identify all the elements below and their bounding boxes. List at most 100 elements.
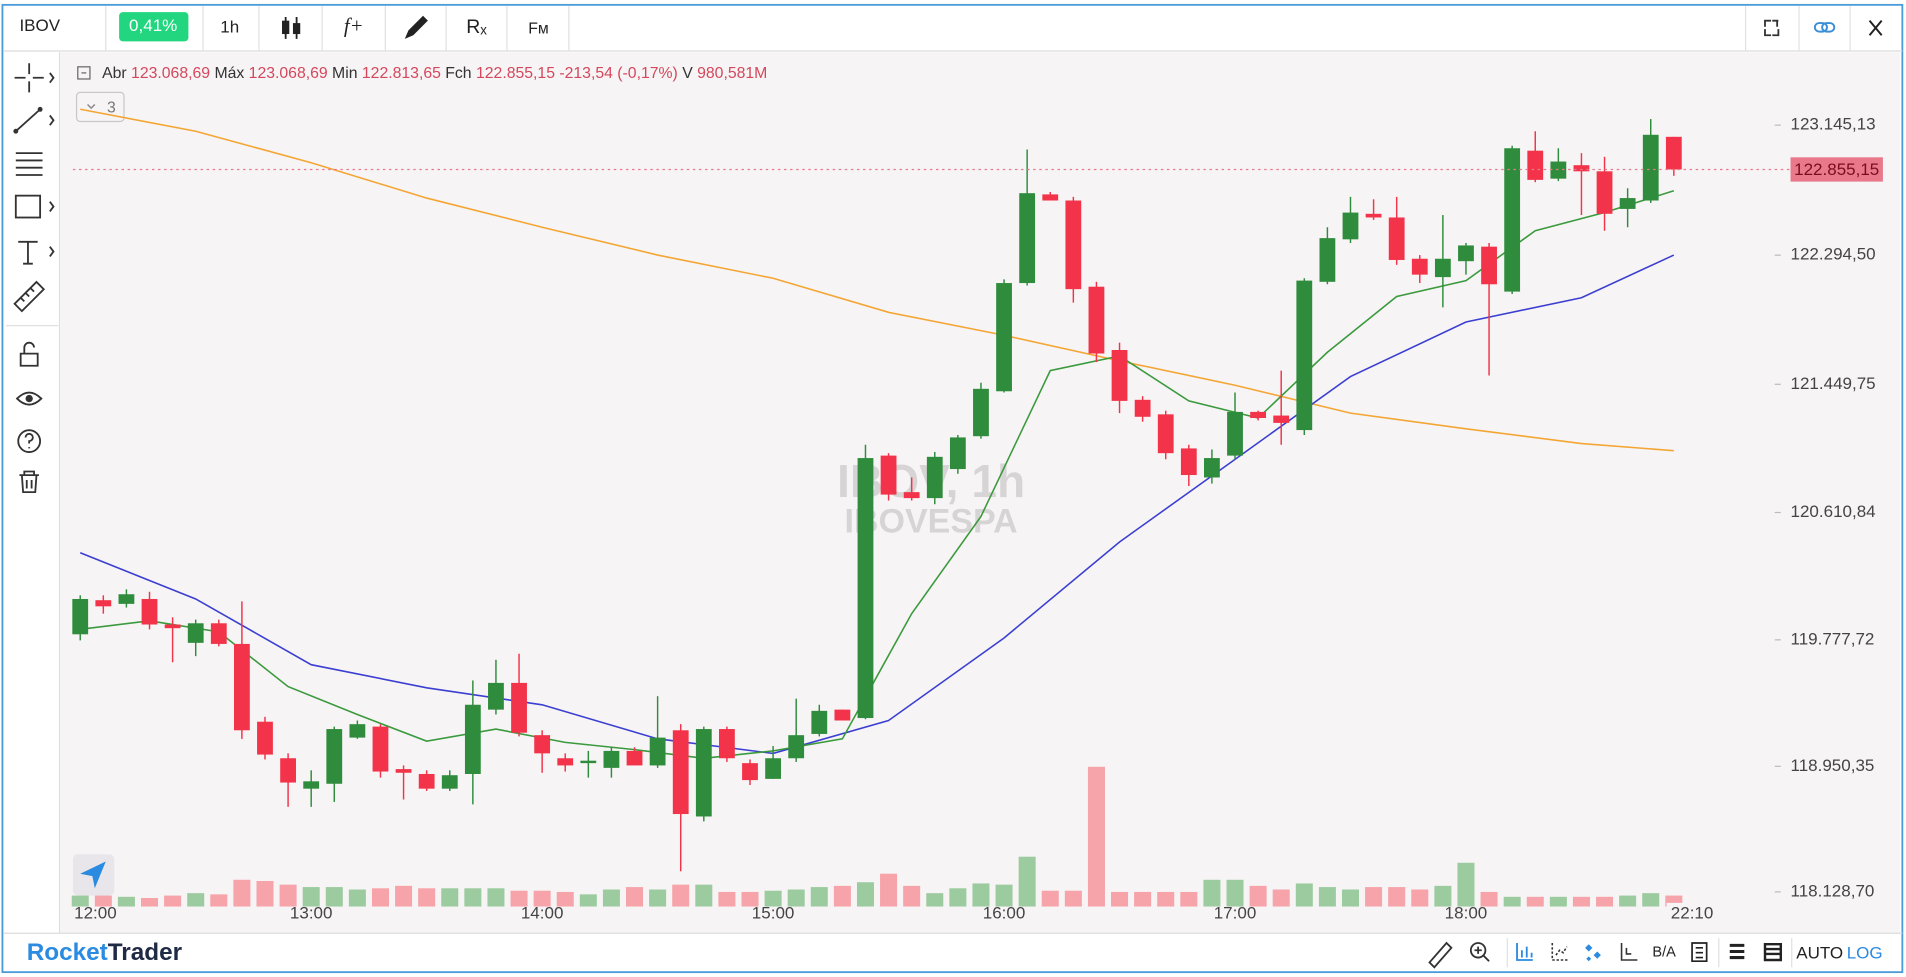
collapse-button[interactable] [77,66,91,80]
volume-bar [233,879,251,907]
measure-button[interactable] [1428,941,1453,969]
fib-tool[interactable] [15,152,43,176]
volume-bar [1134,891,1152,907]
zoom-button[interactable] [1469,942,1487,959]
candle-body [880,455,897,495]
candle-body [626,750,643,766]
volume-bar [395,885,413,907]
volume-toggle[interactable] [1516,942,1533,961]
candle-body [1296,280,1313,431]
volume-bar [71,895,89,907]
x-tick-label: 17:00 [1214,903,1257,922]
volume-bar [256,881,274,907]
candle-body [118,594,135,604]
frame [1,3,1904,974]
link-button[interactable] [1813,22,1836,33]
candle-body [1065,200,1082,290]
volume-bar [649,889,667,907]
fm-button[interactable]: Fᴍ [528,20,549,37]
delete-button[interactable] [19,470,39,494]
volume-bar [1341,889,1359,907]
layout-button[interactable] [1729,943,1745,960]
candle-body [580,760,597,764]
candle-body [1250,411,1267,419]
crosshair-tool[interactable] [14,63,44,93]
line-tool[interactable] [15,108,41,132]
volume-bar [1572,896,1590,907]
volume-bar [117,896,135,907]
chevron [49,201,55,212]
volume-bar [810,887,828,907]
candle-body [695,729,712,817]
axis-toggle[interactable] [1620,942,1638,961]
fullscreen-button[interactable] [1764,19,1780,37]
brand: RocketTrader [27,939,183,966]
volume-bar [1041,890,1059,907]
candle-body [1019,193,1036,284]
pattern-toggle[interactable] [1585,944,1601,962]
volume-bar [1365,887,1383,907]
close-button[interactable] [1868,20,1883,36]
candle-body [1550,161,1567,179]
change-badge [119,12,189,42]
time-marker: 22:10 [1671,903,1714,922]
help-button[interactable] [17,429,42,453]
ba-button[interactable]: B/A [1652,945,1676,961]
draw-button[interactable] [404,15,428,39]
candle-body [464,704,481,774]
candle-body [1642,134,1659,201]
interval-button[interactable]: 1h [220,17,239,36]
volume-bar [579,894,597,907]
volume-bar [1249,885,1267,907]
visibility-button[interactable] [15,391,43,406]
indicators-toggle[interactable] [75,91,125,123]
candle-body [557,758,574,766]
candle-body [857,458,874,719]
x-tick-label: 13:00 [290,903,333,922]
volume-bar [533,890,551,907]
volume-bar [1503,896,1521,907]
candle-body [395,769,412,773]
y-tick-label: 119.777,72 [1791,629,1875,648]
scatter-toggle[interactable] [1551,942,1569,961]
volume-bar [1434,885,1452,907]
table-button[interactable] [1763,942,1783,962]
legend-value: 122.855,15 [476,65,555,82]
candle-body [1504,148,1521,292]
last-price-label: 122.855,15 [1794,160,1879,179]
candle-body [719,729,735,759]
ruler-tool[interactable] [13,280,46,313]
candle-body [603,750,620,768]
candle-body [488,682,504,710]
volume-bar [1642,893,1660,907]
shape-tool[interactable] [14,194,42,219]
auto-scale-button[interactable]: AUTO [1796,943,1843,962]
icon [37,106,43,112]
brand-part: Trader [108,939,183,966]
volume-bar [787,889,805,907]
candle-body [672,730,689,815]
candle-body [534,735,551,754]
volume-bar [348,889,366,907]
volume-bar [1203,879,1221,907]
icon [87,103,96,110]
log-scale-button[interactable]: LOG [1847,943,1883,962]
candle-body [257,721,273,755]
candle-body [1458,245,1474,262]
candle-body [441,775,458,789]
volume-bar [1411,889,1429,907]
candle-body [742,763,758,781]
volume-bar [880,873,898,907]
volume-bar [1064,890,1082,907]
lock-button[interactable] [19,341,39,367]
volume-bar [626,887,644,907]
text-tool[interactable] [18,240,38,265]
book-button[interactable] [1691,942,1708,963]
chevron [49,246,55,257]
candle-type-button[interactable] [282,17,301,39]
symbol[interactable]: IBOV [19,16,60,35]
clear-button[interactable]: Rₓ [466,16,487,38]
volume-bar [1526,896,1544,907]
change-value: 0,41% [129,16,177,35]
indicator-button[interactable]: f+ [344,16,364,38]
